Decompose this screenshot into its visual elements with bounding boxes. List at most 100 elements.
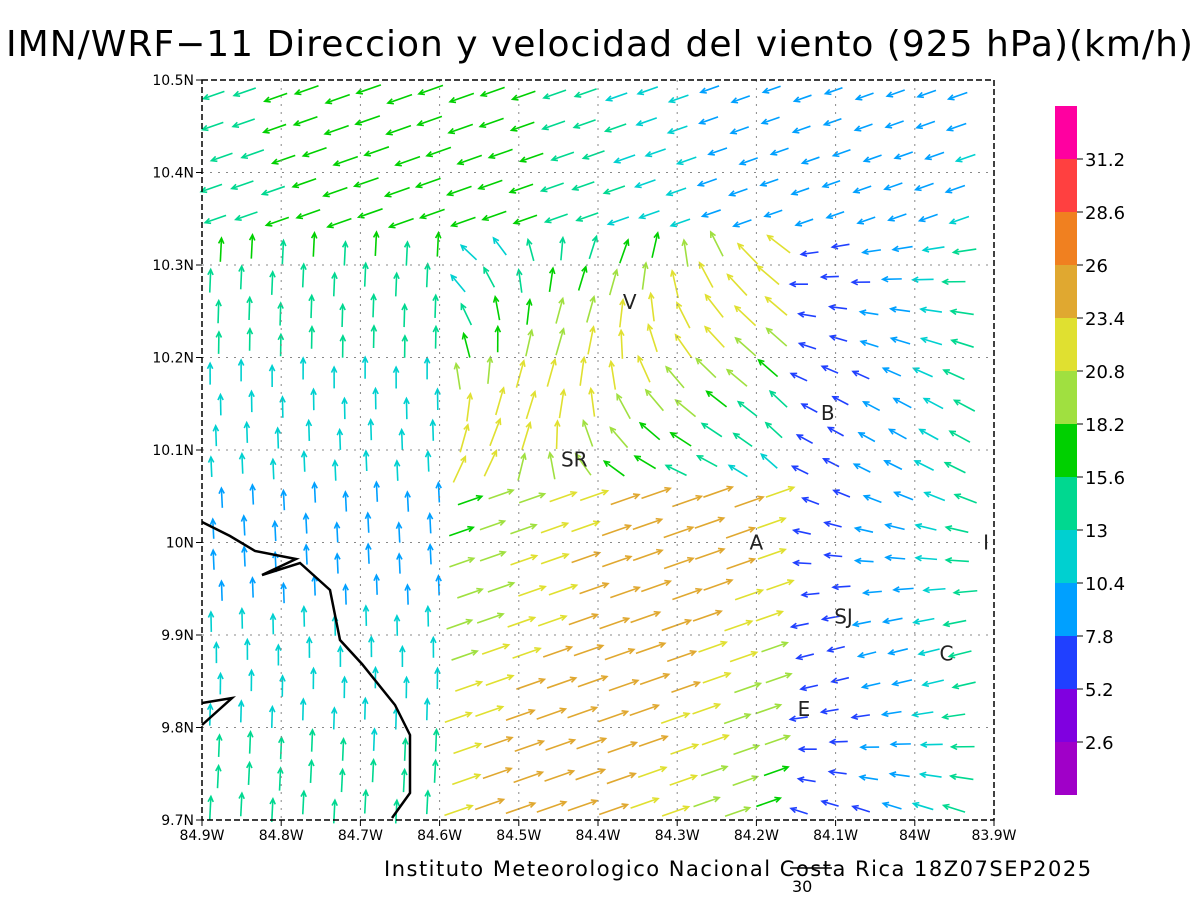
wind-vector — [893, 151, 914, 160]
wind-vector — [734, 336, 757, 357]
wind-vector — [681, 238, 689, 267]
wind-vector — [424, 449, 432, 472]
wind-vector — [427, 543, 434, 565]
wind-vector — [505, 801, 537, 815]
wind-vector — [945, 122, 967, 132]
wind-vector — [918, 428, 939, 441]
wind-vector — [518, 492, 547, 504]
wind-vector — [826, 426, 844, 437]
wind-vector — [917, 648, 940, 657]
colorbar-label: 28.6 — [1085, 203, 1125, 224]
wind-vector — [663, 556, 695, 570]
wind-vector — [567, 799, 599, 812]
wind-vector — [215, 763, 222, 789]
y-tick-label: 10.1N — [152, 443, 194, 459]
wind-vector — [724, 619, 754, 632]
wind-vector — [823, 552, 843, 559]
x-tick-label: 83.9W — [971, 828, 1016, 844]
wind-vector — [455, 680, 484, 692]
wind-vector — [765, 485, 796, 498]
wind-vector — [602, 555, 633, 568]
wind-vector — [545, 738, 577, 751]
wind-vector — [700, 422, 723, 438]
wind-vector — [432, 758, 439, 783]
wind-vector — [516, 677, 547, 690]
wind-vector — [301, 146, 327, 158]
wind-vector — [277, 301, 284, 326]
wind-vector — [635, 641, 667, 655]
wind-vector — [635, 117, 658, 127]
wind-vector — [637, 766, 668, 778]
wind-vector — [609, 426, 629, 449]
wind-vector — [952, 399, 976, 412]
wind-vector — [948, 773, 974, 781]
wind-vector — [547, 451, 556, 480]
colorbar-segment — [1055, 530, 1077, 583]
wind-vector — [911, 276, 934, 284]
wind-vector — [608, 359, 617, 390]
wind-vector — [819, 708, 839, 715]
wind-vector — [482, 767, 513, 780]
wind-vector — [370, 292, 377, 318]
wind-vector — [280, 581, 287, 604]
wind-vector — [602, 185, 626, 195]
wind-vector — [830, 676, 850, 684]
wind-vector — [362, 788, 369, 814]
wind-vector — [891, 679, 913, 687]
wind-vector — [669, 431, 692, 447]
wind-vector — [207, 267, 214, 293]
wind-vector — [881, 617, 903, 625]
wind-vector — [913, 182, 934, 192]
wind-vector — [403, 396, 410, 420]
wind-vector — [828, 738, 848, 746]
wind-vector — [853, 123, 873, 132]
wind-vector — [544, 769, 576, 782]
wind-vector — [800, 403, 818, 413]
wind-vector — [950, 338, 974, 348]
wind-vector — [669, 774, 699, 786]
wind-vector — [548, 583, 579, 596]
wind-vector — [525, 298, 533, 325]
wind-vector — [337, 644, 344, 667]
wind-vector — [571, 551, 602, 564]
wind-vector — [518, 152, 544, 163]
city-label: SJ — [834, 605, 853, 629]
wind-vector — [270, 154, 296, 165]
wind-vector — [755, 610, 785, 622]
wind-vector — [889, 740, 911, 748]
wind-vector — [951, 681, 976, 690]
wind-vector — [207, 610, 215, 632]
wind-vector — [331, 271, 338, 297]
wind-vector — [763, 765, 790, 777]
wind-vector — [700, 209, 721, 218]
wind-vector — [559, 235, 566, 261]
wind-vector — [663, 525, 695, 539]
wind-vector — [368, 635, 375, 658]
wind-vector — [701, 734, 730, 746]
wind-vector — [248, 668, 255, 692]
wind-vector — [633, 179, 656, 189]
wind-vector — [453, 361, 461, 390]
wind-vector — [757, 548, 787, 560]
wind-vector — [336, 427, 344, 450]
colorbar-label: 23.4 — [1085, 309, 1125, 330]
wind-vector — [944, 557, 969, 564]
wind-vector — [295, 208, 321, 220]
wind-vector — [240, 149, 265, 160]
wind-vector — [941, 713, 966, 720]
wind-vector — [230, 180, 254, 191]
wind-vector — [884, 522, 905, 531]
wind-vector — [644, 388, 665, 412]
wind-vector — [602, 460, 625, 477]
wind-vector — [822, 457, 840, 468]
wind-vector — [275, 643, 282, 666]
wind-vector — [800, 591, 820, 598]
wind-vector — [206, 702, 214, 726]
wind-vector — [831, 395, 849, 406]
wind-vector — [274, 426, 282, 449]
wind-vector — [606, 216, 630, 226]
wind-vector — [363, 146, 390, 157]
wind-vector — [915, 120, 936, 130]
wind-vector — [392, 365, 400, 389]
